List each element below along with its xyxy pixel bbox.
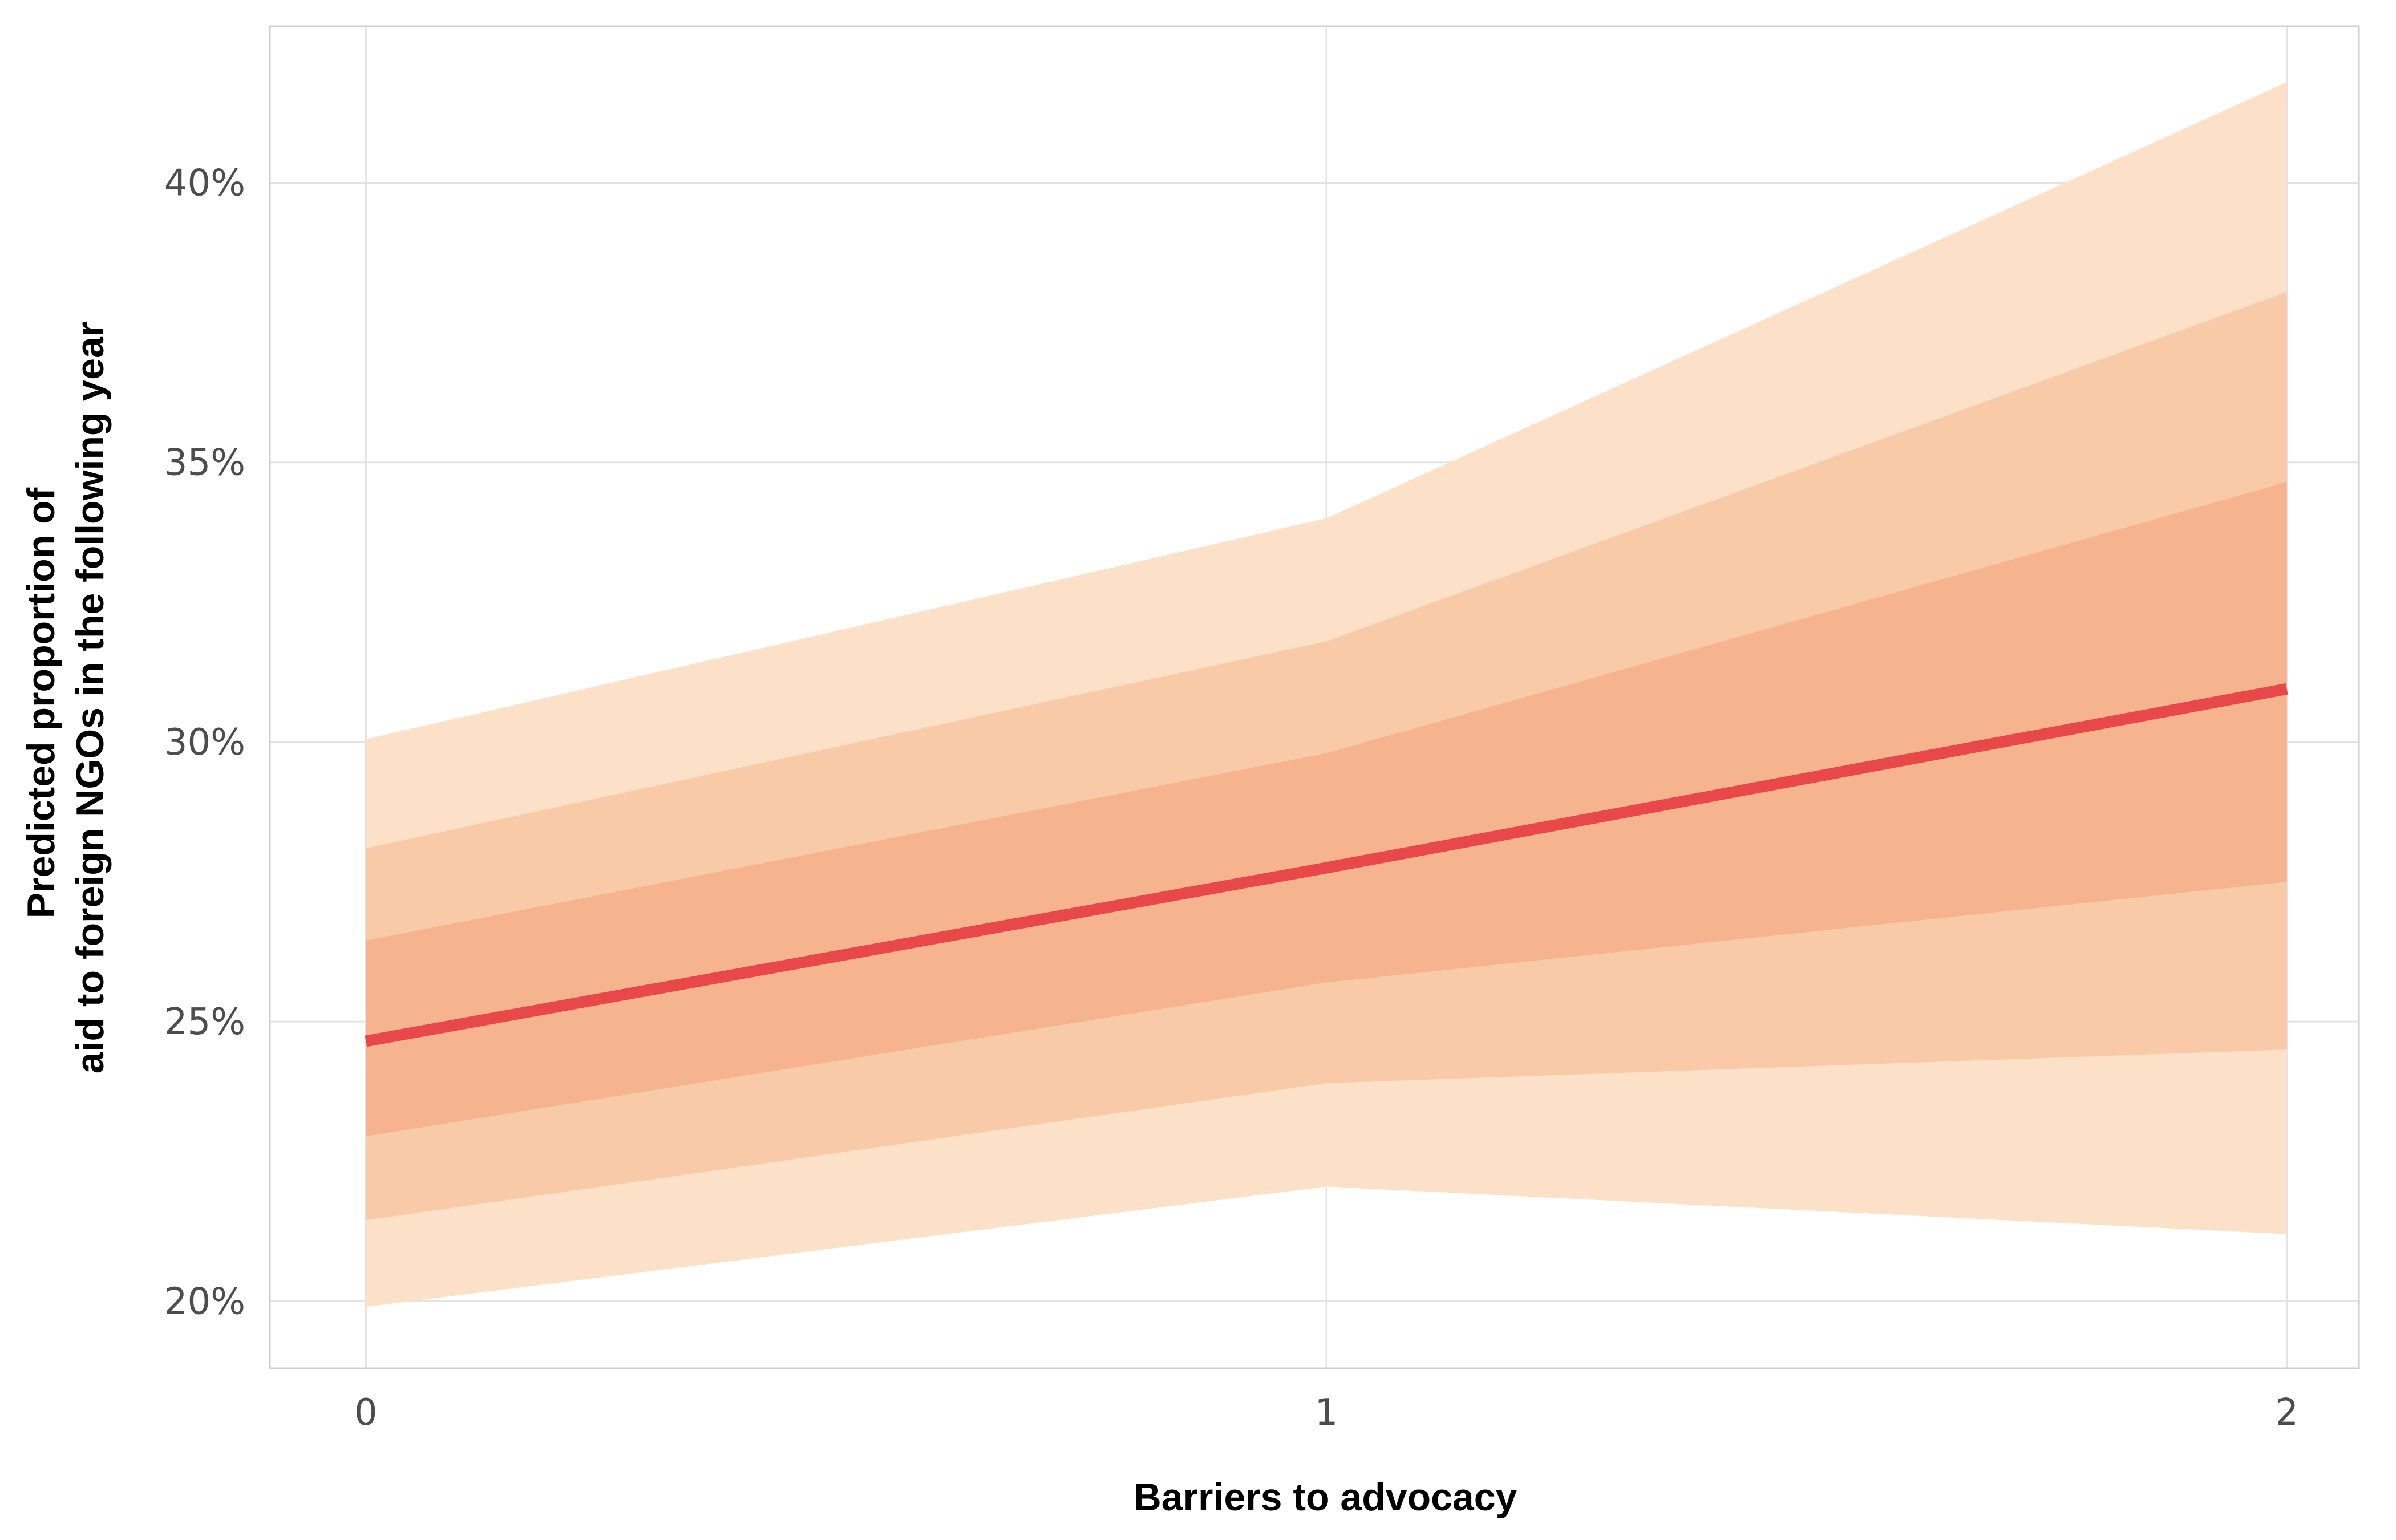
y-tick-label-1: 25% — [164, 1001, 245, 1043]
panel-border — [269, 25, 2360, 1369]
x-tick-label-1: 1 — [1315, 1392, 1338, 1434]
y-axis-title-line-2: aid to foreign NGOs in the following yea… — [68, 322, 112, 1074]
y-tick-label-4: 40% — [164, 163, 245, 205]
y-axis-title-line-1: Predicted proportion of — [19, 487, 63, 918]
y-tick-label-0: 20% — [164, 1280, 245, 1323]
line-layer — [365, 683, 2288, 1047]
x-axis-title: Barriers to advocacy — [1134, 1476, 1517, 1519]
x-tick-label-0: 0 — [354, 1392, 378, 1434]
y-tick-label-2: 30% — [164, 722, 245, 764]
prediction-line — [365, 683, 2288, 1047]
y-tick-label-3: 35% — [164, 442, 245, 484]
y-tick-labels: 20% 25% 30% 35% 40% — [164, 163, 245, 1323]
y-axis-title: Predicted proportion of aid to foreign N… — [19, 322, 112, 1074]
x-tick-label-2: 2 — [2275, 1392, 2298, 1434]
x-tick-labels: 0 1 2 — [354, 1392, 2298, 1434]
interval-band-3 — [366, 482, 2287, 1137]
band-layer — [366, 82, 2287, 1307]
